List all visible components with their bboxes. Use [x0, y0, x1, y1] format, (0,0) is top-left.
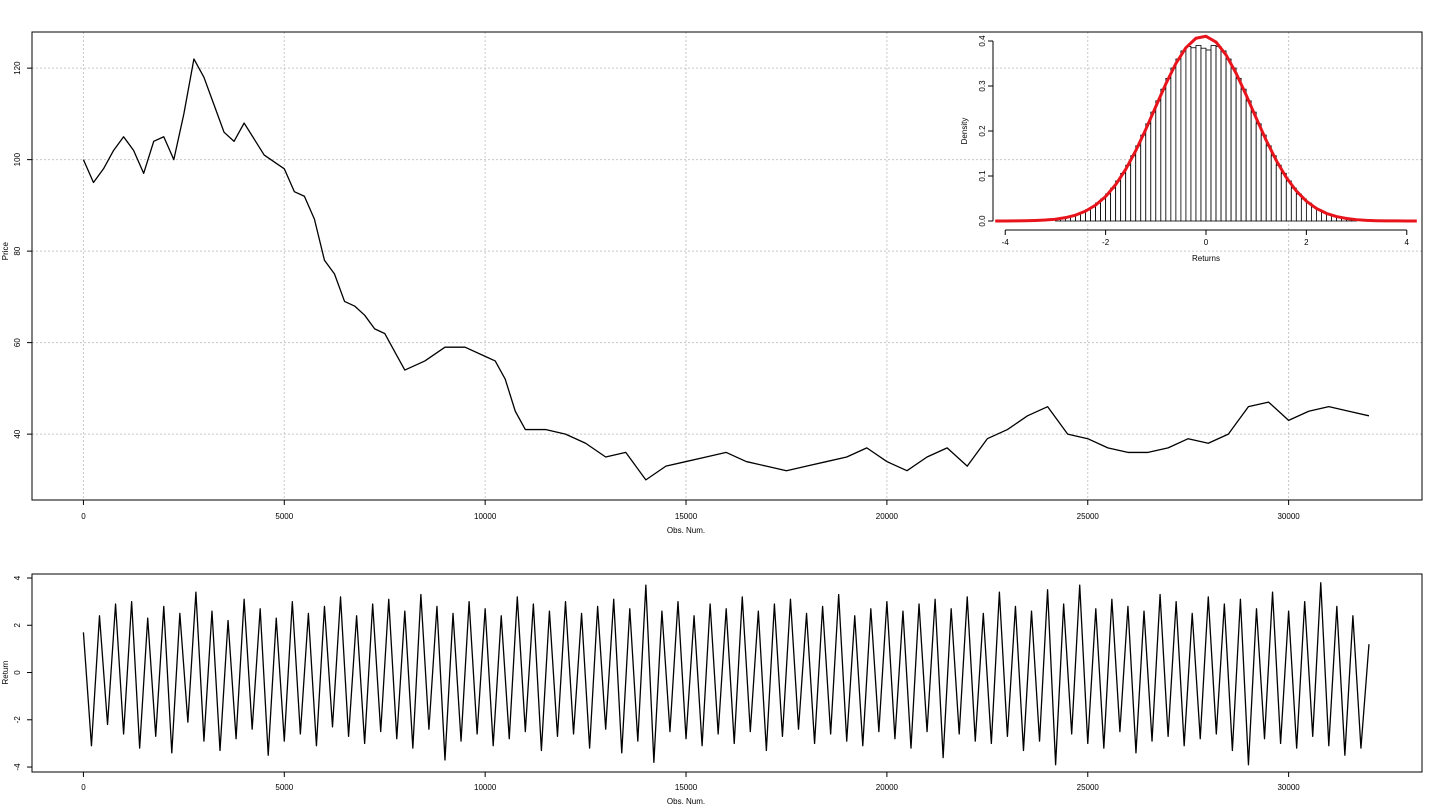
histogram-bar: [1175, 58, 1182, 222]
y-tick-label: 100: [13, 152, 22, 166]
y-tick-label: 0.0: [978, 215, 987, 227]
histogram-bar: [1270, 155, 1277, 222]
y-axis-title: Return: [1, 661, 10, 685]
y-tick-label: 40: [13, 429, 22, 438]
histogram-bar: [1235, 77, 1242, 222]
histogram-bar: [1195, 45, 1202, 222]
y-tick-label: 80: [13, 246, 22, 255]
histogram-bar: [1250, 111, 1257, 222]
y-tick-label: 60: [13, 338, 22, 347]
histogram-bar: [1135, 145, 1142, 222]
histogram-bar: [1190, 47, 1197, 222]
histogram-bar: [1290, 187, 1297, 222]
y-tick-label: 120: [13, 61, 22, 75]
histogram-bar: [1230, 67, 1237, 222]
x-tick-label: 0: [1204, 238, 1209, 247]
x-tick-label: 4: [1405, 238, 1410, 247]
histogram-bar: [1125, 164, 1132, 222]
histogram-bar: [1100, 198, 1107, 222]
histogram-bar: [1120, 172, 1127, 222]
histogram-bar: [1155, 100, 1162, 222]
y-tick-label: 0: [13, 670, 22, 675]
data-line: [82, 582, 1370, 766]
histogram-bar: [1140, 134, 1147, 222]
x-tick-label: 30000: [1277, 783, 1300, 792]
density-curve: [995, 34, 1417, 223]
data-line: [82, 58, 1370, 481]
histogram-bar: [1255, 123, 1262, 222]
histogram-bar: [1180, 50, 1187, 222]
x-tick-label: 25000: [1077, 783, 1100, 792]
x-tick-label: -4: [1002, 238, 1010, 247]
y-axis-title: Density: [960, 118, 969, 145]
histogram-bar: [1160, 88, 1167, 222]
x-tick-label: 5000: [275, 512, 293, 521]
x-tick-label: -2: [1102, 238, 1110, 247]
histogram-bar: [1295, 193, 1302, 222]
x-axis-title: Obs. Num.: [667, 526, 705, 535]
x-tick-label: 10000: [474, 783, 497, 792]
histogram-bar: [1200, 47, 1207, 222]
histogram-bar: [1150, 111, 1157, 222]
histogram-bar: [1205, 49, 1212, 222]
histogram-bar: [1170, 67, 1177, 222]
histogram-bar: [1265, 145, 1272, 222]
y-tick-label: 0.2: [978, 125, 987, 137]
y-tick-label: -4: [13, 763, 22, 771]
y-tick-label: 0.1: [978, 170, 987, 182]
y-tick-label: 2: [13, 622, 22, 627]
x-tick-label: 5000: [275, 783, 293, 792]
x-tick-label: 0: [81, 512, 86, 521]
histogram-bar: [1115, 180, 1122, 222]
histogram-bar: [1240, 88, 1247, 222]
histogram-bar: [1280, 172, 1287, 222]
histogram-bar: [1145, 123, 1152, 222]
histogram-bar: [1260, 134, 1267, 222]
y-tick-label: -2: [13, 716, 22, 724]
histogram-bar: [1185, 46, 1192, 222]
x-tick-label: 10000: [474, 512, 497, 521]
histogram-bar: [1275, 164, 1282, 222]
histogram-bar: [1130, 155, 1137, 222]
histogram-bar: [1215, 46, 1222, 222]
x-tick-label: 30000: [1277, 512, 1300, 521]
x-tick-label: 15000: [675, 512, 698, 521]
histogram-bar: [1105, 193, 1112, 222]
histogram-bar: [1285, 180, 1292, 222]
x-axis-title: Returns: [1192, 254, 1220, 263]
x-tick-label: 2: [1304, 238, 1309, 247]
histogram-bar: [1110, 187, 1117, 222]
histogram-bar: [1225, 58, 1232, 222]
x-tick-label: 20000: [876, 512, 899, 521]
histogram-bar: [1165, 77, 1172, 222]
x-tick-label: 20000: [876, 783, 899, 792]
x-tick-label: 0: [81, 783, 86, 792]
y-tick-label: 4: [13, 575, 22, 580]
x-axis-title: Obs. Num.: [667, 797, 705, 806]
y-tick-label: 0.4: [978, 35, 987, 47]
x-tick-label: 25000: [1077, 512, 1100, 521]
histogram-bar: [1220, 50, 1227, 222]
y-axis-title: Price: [1, 241, 10, 260]
histogram-bar: [1245, 100, 1252, 222]
x-tick-label: 15000: [675, 783, 698, 792]
y-tick-label: 0.3: [978, 80, 987, 92]
histogram-bar: [1210, 45, 1217, 222]
